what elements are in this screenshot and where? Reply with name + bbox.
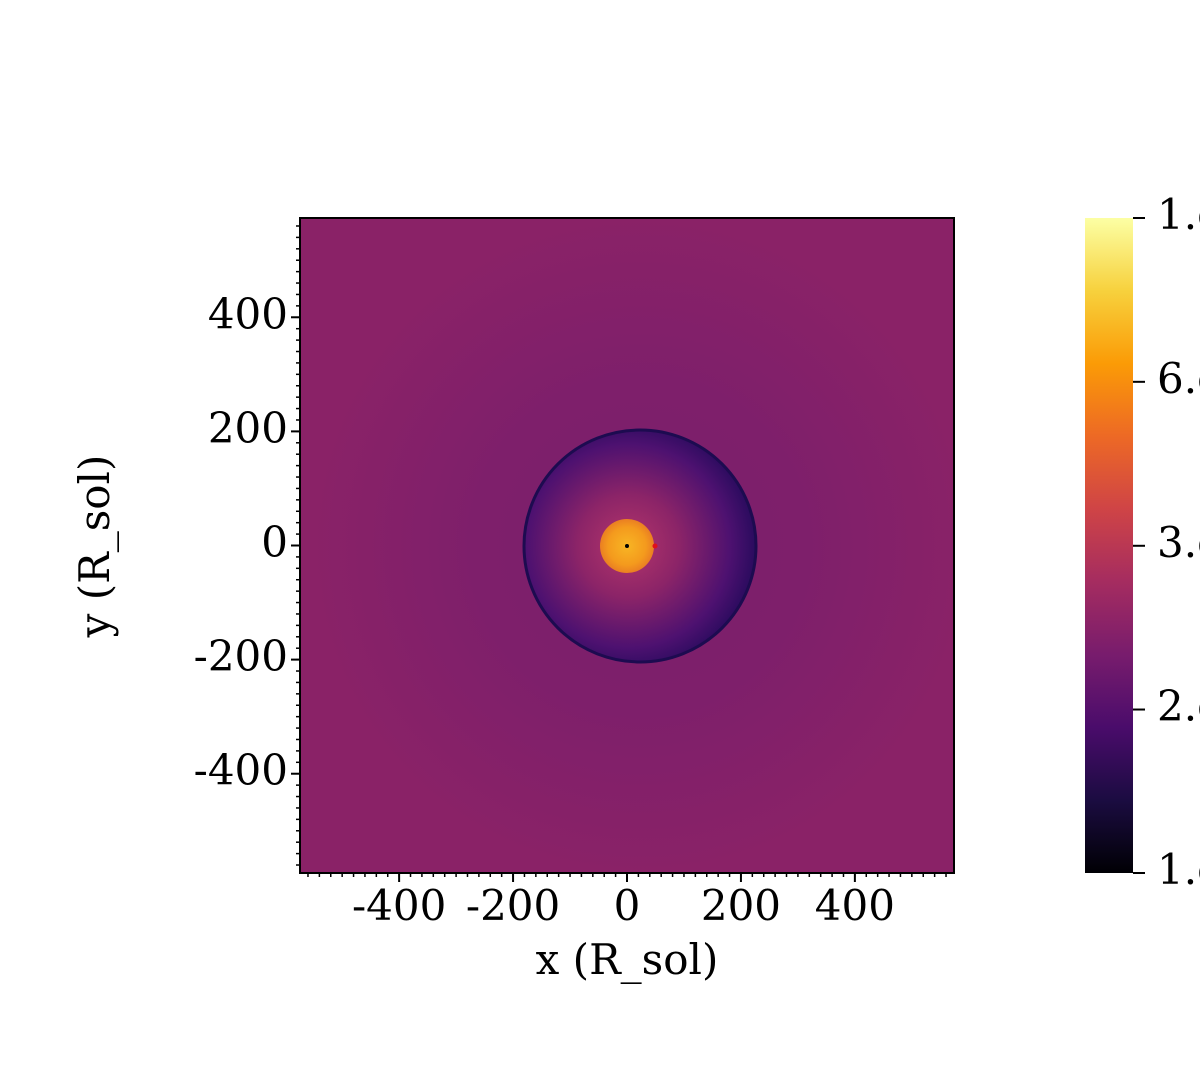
y-tick-label: -200 bbox=[194, 632, 288, 681]
colorbar-tick-label: 2.e bbox=[1157, 682, 1200, 731]
x-tick-label: 200 bbox=[701, 881, 781, 930]
colorbar-tick-label: 3.e bbox=[1157, 518, 1200, 567]
y-tick-label: 0 bbox=[261, 518, 288, 567]
x-tick-label: 400 bbox=[815, 881, 895, 930]
colorbar-tick-label: 1.e bbox=[1157, 190, 1200, 239]
y-tick-label: -400 bbox=[194, 746, 288, 795]
image bbox=[300, 218, 954, 873]
companion-point bbox=[652, 543, 658, 549]
core-point bbox=[625, 544, 629, 548]
y-tick-label: 400 bbox=[208, 289, 288, 338]
x-axis-label: x (R_sol) bbox=[536, 935, 719, 984]
y-axis-label: y (R_sol) bbox=[70, 455, 119, 639]
y-tick-label: 200 bbox=[208, 403, 288, 452]
colorbar bbox=[1085, 218, 1133, 873]
colorbar-tick-label: 6.e bbox=[1157, 354, 1200, 403]
x-tick-label: -200 bbox=[466, 881, 560, 930]
x-tick-label: -400 bbox=[352, 881, 446, 930]
x-tick-label: 0 bbox=[614, 881, 641, 930]
colorbar-tick-label: 1.e bbox=[1157, 845, 1200, 894]
